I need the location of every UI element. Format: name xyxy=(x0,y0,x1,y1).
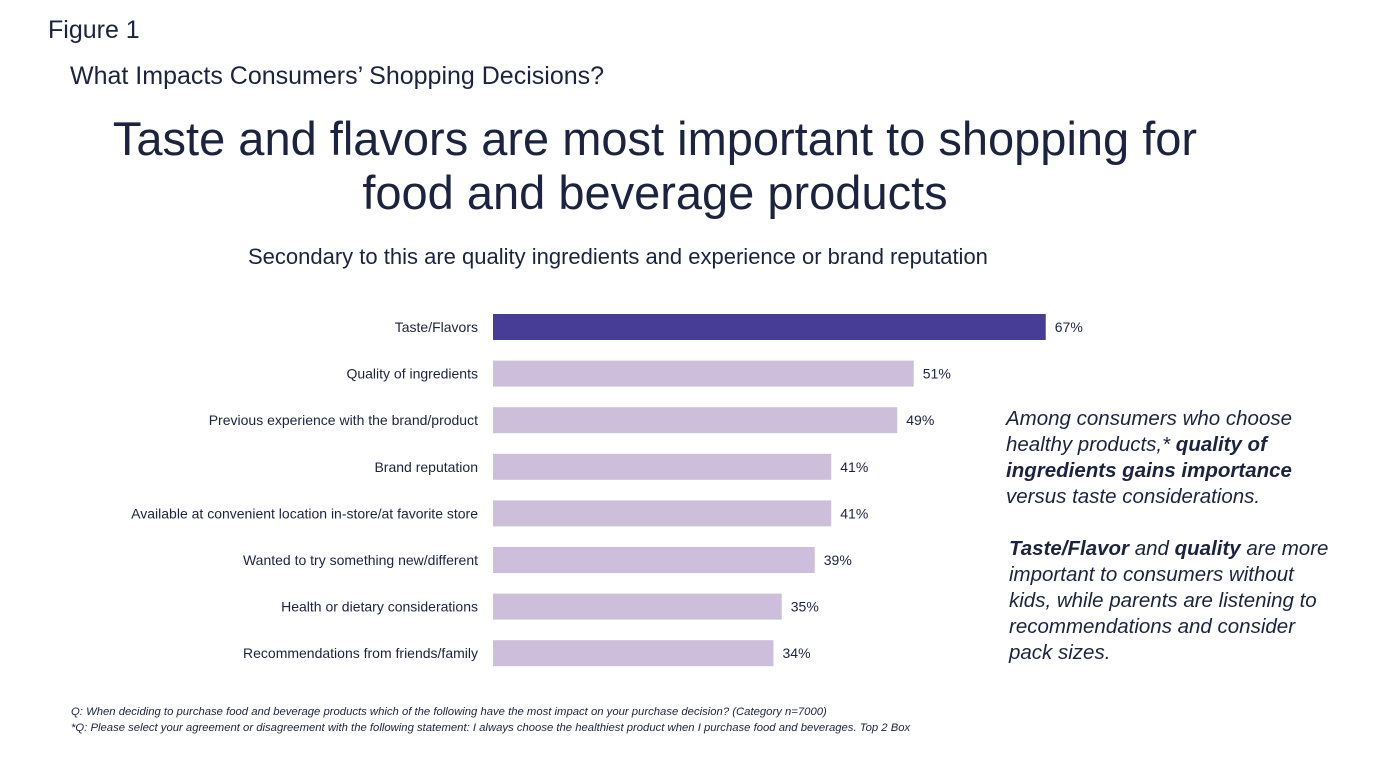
bar-7 xyxy=(493,640,774,667)
category-label-4: Available at convenient location in-stor… xyxy=(131,505,478,521)
callout-2-seg-1: and xyxy=(1129,537,1175,560)
bar-2 xyxy=(493,407,898,434)
chart-subtitle: Secondary to this are quality ingredient… xyxy=(248,244,988,269)
figure-label: Figure 1 xyxy=(48,16,140,44)
category-label-2: Previous experience with the brand/produ… xyxy=(209,412,478,428)
callout-2-seg-2: quality xyxy=(1174,537,1241,560)
value-label-3: 41% xyxy=(840,459,868,475)
callout-1-seg-0: Among consumers who choose healthy produ… xyxy=(1006,407,1293,456)
bar-6 xyxy=(493,593,782,620)
value-label-2: 49% xyxy=(906,412,934,428)
value-label-7: 34% xyxy=(783,645,811,661)
category-label-3: Brand reputation xyxy=(374,459,478,475)
callout-1-seg-1: quality of ingredients gains importance xyxy=(1006,433,1292,482)
value-label-5: 39% xyxy=(824,552,852,568)
value-label-0: 67% xyxy=(1055,319,1083,335)
category-label-6: Health or dietary considerations xyxy=(281,599,478,615)
value-label-6: 35% xyxy=(791,599,819,615)
callout-2-seg-3: are more important to consumers without … xyxy=(1009,537,1329,664)
headline-line-2: food and beverage products xyxy=(362,166,948,219)
category-label-5: Wanted to try something new/different xyxy=(243,552,478,568)
bar-1 xyxy=(493,360,914,387)
value-label-1: 51% xyxy=(923,366,951,382)
callout-healthy-consumers: Among consumers who choose healthy produ… xyxy=(1006,406,1306,510)
callout-kids-parents: Taste/Flavor and quality are more import… xyxy=(1009,536,1329,666)
footnote-2: *Q: Please select your agreement or disa… xyxy=(71,722,911,734)
value-label-4: 41% xyxy=(840,505,868,521)
category-label-0: Taste/Flavors xyxy=(395,319,478,335)
headline: Taste and flavors are most important to … xyxy=(0,112,1310,220)
category-label-7: Recommendations from friends/family xyxy=(243,645,478,661)
callout-1-seg-2: versus taste considerations. xyxy=(1006,485,1261,508)
footnotes: Q: When deciding to purchase food and be… xyxy=(71,704,910,736)
bars-group: Taste/Flavors 67% Quality of ingredients 51… xyxy=(131,314,1083,667)
callout-2-seg-0: Taste/Flavor xyxy=(1009,537,1130,560)
footnote-1: Q: When deciding to purchase food and be… xyxy=(71,706,827,718)
bar-0 xyxy=(493,314,1046,340)
bar-4 xyxy=(493,500,832,527)
bar-3 xyxy=(493,453,832,480)
section-title: What Impacts Consumers’ Shopping Decisio… xyxy=(70,62,605,90)
headline-line-1: Taste and flavors are most important to … xyxy=(112,112,1198,165)
category-label-1: Quality of ingredients xyxy=(346,366,478,382)
bar-5 xyxy=(493,547,815,573)
